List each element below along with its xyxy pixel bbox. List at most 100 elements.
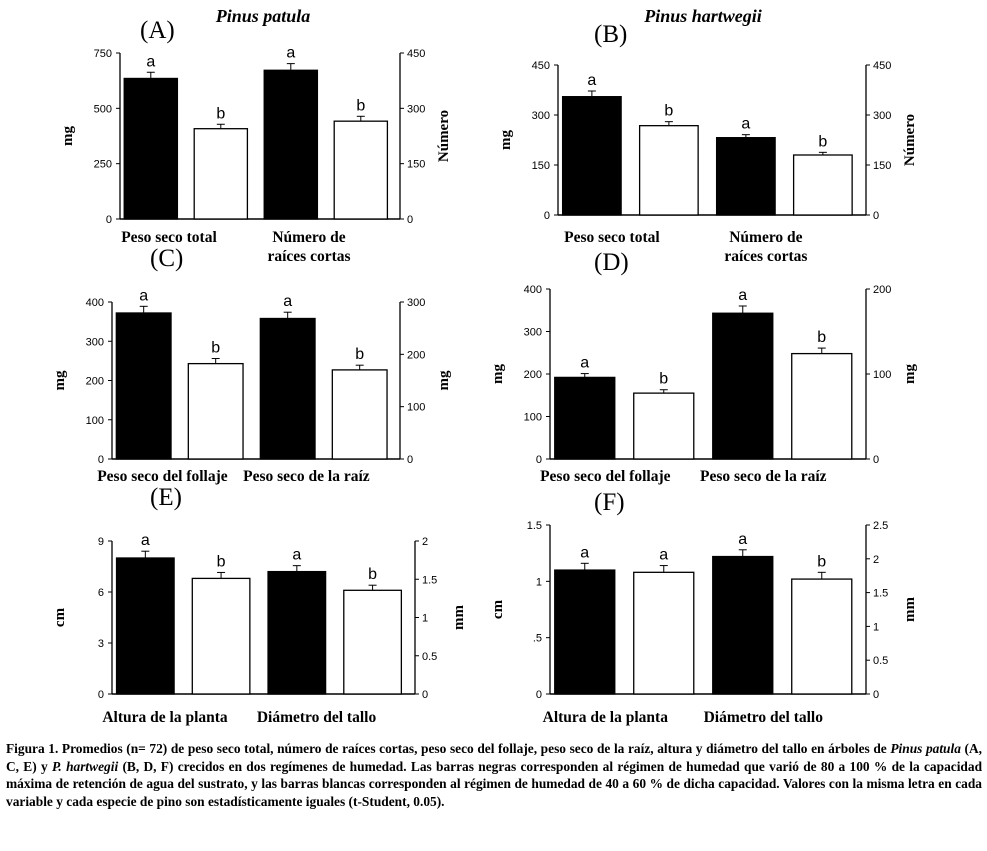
tick-label-left: 200: [86, 376, 104, 388]
tick-label-right: 0: [873, 454, 879, 466]
tick-label-right: 200: [873, 284, 891, 296]
tick-label-left: .5: [533, 633, 542, 645]
significance-letter: a: [292, 547, 301, 564]
tick-label-right: 450: [407, 48, 425, 60]
y-axis-title-right: mg: [902, 364, 918, 384]
bar-dry: [792, 154, 853, 216]
significance-letter: a: [587, 72, 596, 89]
tick-label-right: 150: [407, 159, 425, 171]
tick-label-right: 0.5: [422, 651, 437, 663]
y-axis-title-right: mm: [451, 605, 467, 630]
tick-label-left: 300: [524, 327, 542, 339]
tick-label-left: 300: [532, 110, 550, 122]
bar-humid: [712, 555, 774, 695]
bar-dry: [331, 369, 388, 460]
tick-label-right: 1.5: [873, 588, 888, 600]
species-title-hartwegii: Pinus hartwegii: [643, 6, 762, 26]
y-axis-title-right: Número: [436, 110, 452, 162]
tick-label-left: 150: [532, 160, 550, 172]
panel-label: (E): [150, 484, 182, 511]
bar-humid: [715, 137, 776, 216]
category-label: Peso seco de la raíz: [243, 468, 370, 485]
y-axis-title-left: mg: [498, 130, 514, 150]
significance-letter: b: [216, 105, 225, 122]
tick-label-right: 0: [873, 210, 879, 222]
tick-label-right: 200: [407, 349, 425, 361]
significance-letter: a: [738, 531, 747, 548]
significance-letter: a: [741, 116, 750, 133]
significance-letter: b: [355, 346, 364, 363]
figure-caption: Figura 1. Promedios (n= 72) de peso seco…: [6, 740, 982, 810]
bar-humid: [115, 312, 172, 460]
tick-label-left: 100: [524, 412, 542, 424]
bar-dry: [633, 571, 695, 695]
category-label: Peso seco del follaje: [540, 468, 671, 485]
tick-label-left: 0: [98, 454, 104, 466]
tick-label-right: 0.5: [873, 655, 888, 667]
significance-letter: a: [286, 45, 295, 62]
tick-label-right: 1.5: [422, 574, 437, 586]
tick-label-left: 450: [532, 60, 550, 72]
bar-humid: [263, 69, 319, 220]
tick-label-left: 0: [106, 214, 112, 226]
y-axis-title-left: cm: [490, 599, 506, 619]
y-axis-title-left: mg: [52, 370, 68, 390]
chart-panel: (E) 0 3 6 9 0 0.5 1 1.5 2 cm mm a b Altura de la plant…: [52, 484, 467, 726]
figure-panels: Pinus patula Pinus hartwegii (A) 0 250 500 7…: [52, 6, 918, 726]
bar-dry: [193, 128, 249, 220]
chart-panel: (C) 0 100 200 300 400 0 100 200 300 mg mg a b Peso sec…: [52, 245, 452, 485]
tick-label-right: 100: [873, 369, 891, 381]
tick-label-left: 300: [86, 336, 104, 348]
bar-dry: [187, 362, 244, 460]
y-axis-title-right: mg: [436, 370, 452, 390]
significance-letter: b: [211, 340, 220, 357]
caption-species-2: P. hartwegii: [51, 758, 119, 774]
caption-part-3: (B, D, F) crecidos en dos regímenes de h…: [6, 758, 983, 809]
tick-label-left: 0: [536, 689, 542, 701]
significance-letter: a: [659, 547, 668, 564]
bar-dry: [191, 577, 251, 695]
tick-label-left: 9: [98, 536, 104, 548]
significance-letter: b: [356, 97, 365, 114]
tick-label-left: 0: [544, 210, 550, 222]
panel-label: (A): [140, 17, 175, 44]
category-label: Altura de la planta: [543, 709, 669, 726]
tick-label-left: 1: [536, 576, 542, 588]
tick-label-left: 400: [524, 284, 542, 296]
tick-label-left: 200: [524, 369, 542, 381]
bar-humid: [554, 569, 616, 695]
bar-humid: [123, 77, 179, 220]
tick-label-left: 250: [94, 159, 112, 171]
bar-dry: [791, 352, 853, 460]
caption-species-1: Pinus patula: [890, 741, 961, 756]
caption-part-1: Figura 1. Promedios (n= 72) de peso seco…: [6, 741, 891, 756]
category-label: Peso seco de la raíz: [700, 468, 827, 485]
y-axis-title-left: mg: [60, 126, 76, 146]
tick-label-right: 2: [422, 536, 428, 548]
panel-label: (B): [594, 21, 627, 48]
species-title-patula: Pinus patula: [215, 6, 311, 26]
category-label: Diámetro del tallo: [257, 709, 377, 726]
bar-humid: [712, 312, 774, 460]
panel-label: (D): [594, 249, 629, 276]
bar-dry: [633, 392, 695, 460]
tick-label-left: 100: [86, 415, 104, 427]
tick-label-left: 1.5: [527, 520, 542, 532]
caption-part-2: (A, C, E) y: [6, 741, 983, 774]
tick-label-right: 0: [407, 454, 413, 466]
tick-label-left: 400: [86, 297, 104, 309]
bar-dry: [333, 120, 389, 220]
y-axis-title-right: Número: [902, 114, 918, 166]
tick-label-left: 0: [98, 689, 104, 701]
significance-letter: a: [141, 532, 150, 549]
significance-letter: b: [664, 103, 673, 120]
tick-label-right: 1: [873, 621, 879, 633]
tick-label-right: 100: [407, 402, 425, 414]
tick-label-right: 300: [407, 103, 425, 115]
bar-humid: [259, 317, 316, 460]
significance-letter: b: [818, 133, 827, 150]
chart-panel: (A) 0 250 500 750 0 150 300 450 mg Número a b Peso se…: [60, 17, 452, 265]
significance-letter: b: [368, 566, 377, 583]
category-label: Número de raíces cortas: [267, 229, 350, 265]
